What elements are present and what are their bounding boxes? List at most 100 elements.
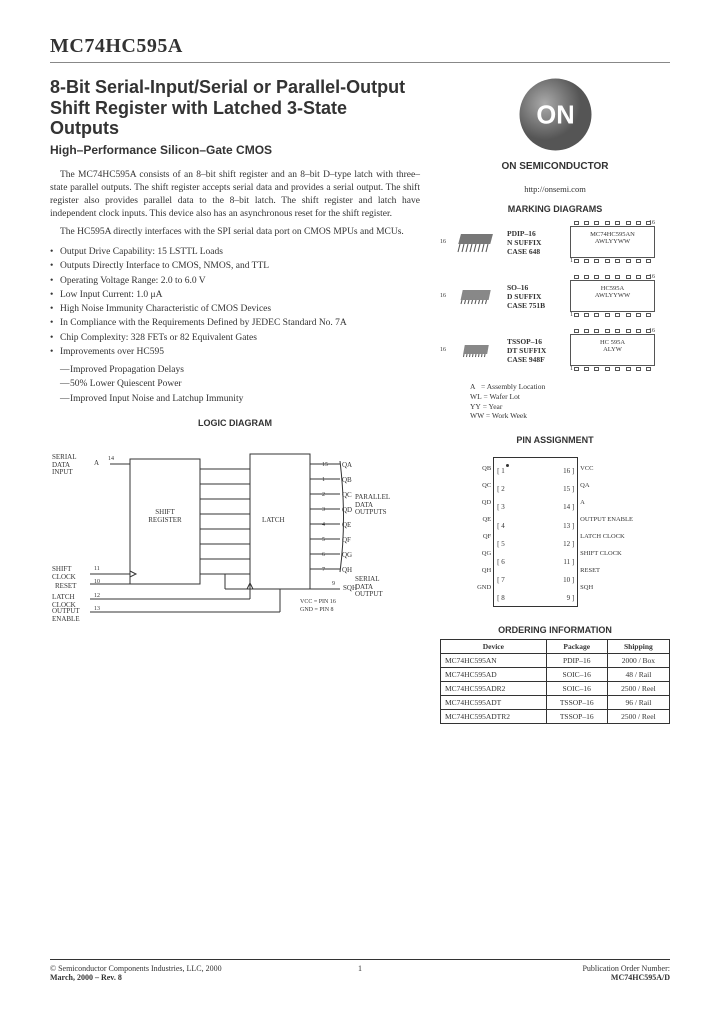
output-pin-numbers: 151234567 bbox=[322, 458, 328, 578]
pin13: 13 bbox=[94, 606, 100, 612]
legend-ww: WW = Work Week bbox=[470, 411, 670, 421]
marking-box: 16 HC595AAWLYYWW 1 bbox=[570, 274, 655, 318]
pin-left-labels: QBQCQDQEQFQGQHGND bbox=[477, 461, 491, 596]
order-cell: MC74HC595AD bbox=[441, 668, 547, 682]
serial-data-input-label: SERIAL DATA INPUT bbox=[52, 454, 87, 477]
order-th-shipping: Shipping bbox=[607, 640, 669, 654]
legend-a: A = Assembly Location bbox=[470, 382, 670, 392]
copyright: © Semiconductor Components Industries, L… bbox=[50, 964, 222, 973]
on-logo-icon: ON bbox=[518, 77, 593, 152]
pin-chip-body: [ 1[ 2[ 3[ 4[ 5[ 6[ 7[ 8 16 ]15 ]14 ]13 … bbox=[493, 457, 578, 607]
feature-item: High Noise Immunity Characteristic of CM… bbox=[50, 302, 420, 316]
order-cell: SOIC–16 bbox=[546, 682, 607, 696]
order-cell: 2000 / Box bbox=[607, 654, 669, 668]
order-cell: MC74HC595ADTR2 bbox=[441, 710, 547, 724]
logic-diagram-title: LOGIC DIAGRAM bbox=[50, 418, 420, 428]
package-icon bbox=[454, 338, 499, 362]
pub-label: Publication Order Number: bbox=[582, 964, 670, 973]
brand-block: ON ON SEMICONDUCTOR bbox=[440, 77, 670, 172]
vcc-note: VCC = PIN 16 bbox=[300, 599, 336, 605]
footer-left: © Semiconductor Components Industries, L… bbox=[50, 964, 222, 982]
package-label: PDIP–16N SUFFIXCASE 648 bbox=[507, 229, 562, 256]
serial-data-output-label: SERIAL DATA OUTPUT bbox=[355, 576, 395, 599]
shift-clock-label: SHIFT CLOCK bbox=[52, 566, 82, 581]
revision-date: March, 2000 – Rev. 8 bbox=[50, 973, 222, 982]
pub-number: MC74HC595A/D bbox=[582, 973, 670, 982]
feature-item: Improvements over HC595 bbox=[50, 345, 420, 359]
package-label: SO–16D SUFFIXCASE 751B bbox=[507, 283, 562, 310]
gnd-note: GND = PIN 8 bbox=[300, 607, 334, 613]
pin-left-nums: [ 1[ 2[ 3[ 4[ 5[ 6[ 7[ 8 bbox=[497, 462, 505, 608]
reset-label: RESET bbox=[55, 582, 76, 590]
right-column: ON ON SEMICONDUCTOR http://onsemi.com MA… bbox=[440, 77, 670, 724]
package-row: 16 TSSOP–16DT SUFFIXCASE 948F 16 HC 595A… bbox=[440, 328, 670, 372]
logic-diagram: SERIAL DATA INPUT A 14 SHIFT REGISTER LA… bbox=[50, 434, 420, 624]
order-row: MC74HC595ANPDIP–162000 / Box bbox=[441, 654, 670, 668]
pin10: 10 bbox=[94, 579, 100, 585]
order-th-package: Package bbox=[546, 640, 607, 654]
feature-list: Output Drive Capability: 15 LSTTL Loads … bbox=[50, 245, 420, 359]
marking-diagrams-title: MARKING DIAGRAMS bbox=[440, 204, 670, 214]
pin-right-nums: 16 ]15 ]14 ]13 ]12 ]11 ]10 ]9 ] bbox=[563, 462, 574, 608]
intro-para-1: The MC74HC595A consists of an 8–bit shif… bbox=[50, 169, 420, 220]
brand-url: http://onsemi.com bbox=[440, 184, 670, 194]
improvement-item: Improved Input Noise and Latchup Immunit… bbox=[60, 392, 420, 406]
order-row: MC74HC595ADTR2TSSOP–162500 / Reel bbox=[441, 710, 670, 724]
pin-assignment-title: PIN ASSIGNMENT bbox=[440, 435, 670, 445]
order-cell: 96 / Rail bbox=[607, 696, 669, 710]
parallel-out-label: PARALLEL DATA OUTPUTS bbox=[355, 494, 405, 517]
pin-14-label: 14 bbox=[108, 456, 114, 462]
improvements-list: Improved Propagation Delays 50% Lower Qu… bbox=[60, 363, 420, 406]
ordering-table: Device Package Shipping MC74HC595ANPDIP–… bbox=[440, 639, 670, 724]
output-enable-label: OUTPUT ENABLE bbox=[52, 608, 87, 623]
marking-box: 16 MC74HC595ANAWLYYWW 1 bbox=[570, 220, 655, 264]
order-row: MC74HC595ADTTSSOP–1696 / Rail bbox=[441, 696, 670, 710]
header-rule bbox=[50, 62, 670, 63]
order-cell: PDIP–16 bbox=[546, 654, 607, 668]
left-column: 8-Bit Serial-Input/Serial or Parallel-Ou… bbox=[50, 77, 420, 724]
order-cell: 2500 / Reel bbox=[607, 710, 669, 724]
part-number: MC74HC595A bbox=[50, 35, 670, 58]
order-cell: MC74HC595AN bbox=[441, 654, 547, 668]
feature-item: Output Drive Capability: 15 LSTTL Loads bbox=[50, 245, 420, 259]
page-footer: © Semiconductor Components Industries, L… bbox=[50, 959, 670, 982]
pin9: 9 bbox=[332, 581, 335, 587]
output-labels: QAQBQCQDQEQFQGQH bbox=[342, 458, 352, 578]
order-cell: SOIC–16 bbox=[546, 668, 607, 682]
marking-legend: A = Assembly Location WL = Wafer Lot YY … bbox=[470, 382, 670, 421]
package-icon bbox=[454, 284, 499, 308]
order-cell: MC74HC595ADT bbox=[441, 696, 547, 710]
package-row: 16 SO–16D SUFFIXCASE 751B 16 HC595AAWLYY… bbox=[440, 274, 670, 318]
intro-para-2: The HC595A directly interfaces with the … bbox=[50, 226, 420, 239]
order-cell: 48 / Rail bbox=[607, 668, 669, 682]
order-row: MC74HC595ADR2SOIC–162500 / Reel bbox=[441, 682, 670, 696]
order-cell: MC74HC595ADR2 bbox=[441, 682, 547, 696]
order-th-device: Device bbox=[441, 640, 547, 654]
package-row: 16 PDIP–16N SUFFIXCASE 648 16 MC74HC595A… bbox=[440, 220, 670, 264]
sqh: SQH bbox=[343, 584, 357, 592]
marking-box: 16 HC 595AALYW 1 bbox=[570, 328, 655, 372]
package-icon bbox=[454, 230, 499, 254]
subtitle: High–Performance Silicon–Gate CMOS bbox=[50, 143, 420, 157]
package-list: 16 PDIP–16N SUFFIXCASE 648 16 MC74HC595A… bbox=[440, 220, 670, 372]
package-label: TSSOP–16DT SUFFIXCASE 948F bbox=[507, 337, 562, 364]
order-cell: TSSOP–16 bbox=[546, 710, 607, 724]
feature-item: Chip Complexity: 328 FETs or 82 Equivale… bbox=[50, 331, 420, 345]
order-row: MC74HC595ADSOIC–1648 / Rail bbox=[441, 668, 670, 682]
latch-label: LATCH bbox=[262, 516, 285, 524]
pin-right-labels: VCCQAAOUTPUT ENABLELATCH CLOCKSHIFT CLOC… bbox=[580, 461, 633, 596]
improvement-item: 50% Lower Quiescent Power bbox=[60, 377, 420, 391]
pin11: 11 bbox=[94, 566, 100, 572]
feature-item: Operating Voltage Range: 2.0 to 6.0 V bbox=[50, 274, 420, 288]
main-content: 8-Bit Serial-Input/Serial or Parallel-Ou… bbox=[50, 77, 670, 724]
pin1-dot-icon bbox=[506, 464, 509, 467]
page-number: 1 bbox=[358, 964, 362, 973]
legend-yy: YY = Year bbox=[470, 402, 670, 412]
pin-a-label: A bbox=[94, 459, 99, 467]
feature-item: Outputs Directly Interface to CMOS, NMOS… bbox=[50, 259, 420, 273]
pin12: 12 bbox=[94, 593, 100, 599]
order-cell: TSSOP–16 bbox=[546, 696, 607, 710]
order-cell: 2500 / Reel bbox=[607, 682, 669, 696]
footer-right: Publication Order Number: MC74HC595A/D bbox=[582, 964, 670, 982]
improvement-item: Improved Propagation Delays bbox=[60, 363, 420, 377]
